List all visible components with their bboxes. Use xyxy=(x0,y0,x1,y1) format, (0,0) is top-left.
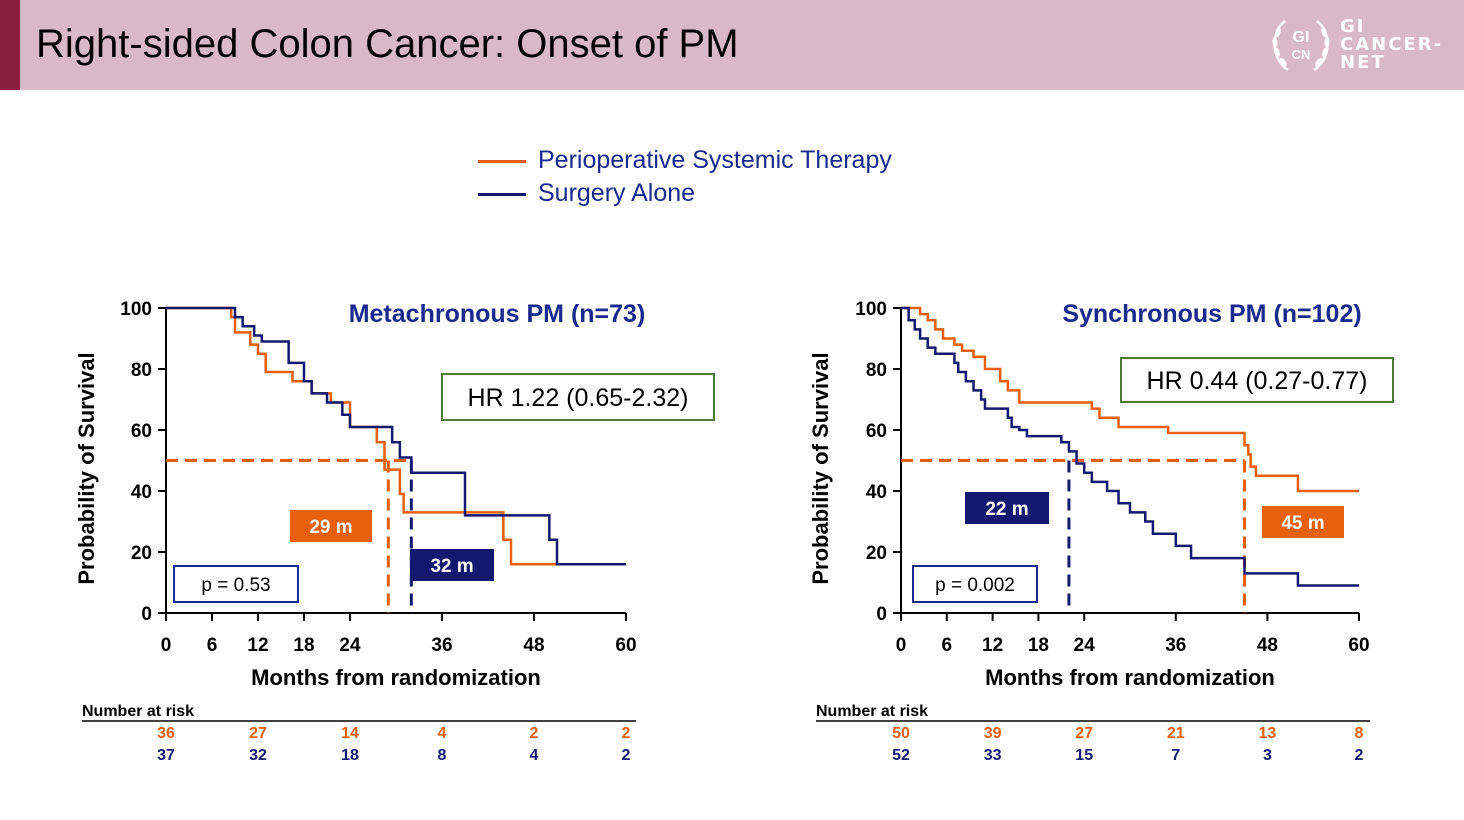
km-curve-surgery xyxy=(166,306,626,566)
chart-legend: Perioperative Systemic Therapy Surgery A… xyxy=(478,144,998,214)
legend-label-surgery: Surgery Alone xyxy=(538,179,696,207)
logo-mark-gi: GI xyxy=(1293,29,1310,46)
number-at-risk-value: 4 xyxy=(530,747,539,764)
number-at-risk-label: Number at risk xyxy=(816,703,928,720)
number-at-risk-value: 3 xyxy=(1263,747,1272,764)
km-chart-synchronous: 0 20 40 60 80 100 0 6 12 18 24 36 48 60 Months from ra… xyxy=(808,299,1394,764)
number-at-risk-value: 8 xyxy=(1355,725,1364,742)
number-at-risk-value: 32 xyxy=(249,747,267,764)
y-tick-label: 100 xyxy=(120,299,152,320)
number-at-risk-value: 36 xyxy=(157,725,175,742)
hazard-ratio-text: HR 1.22 (0.65-2.32) xyxy=(468,384,689,412)
p-value-text: p = 0.53 xyxy=(201,575,270,596)
logo-line-2: CANCER- xyxy=(1340,34,1444,55)
y-tick-label: 80 xyxy=(131,360,152,381)
x-axis-label: Months from randomization xyxy=(985,665,1275,690)
logo-line-1: GI xyxy=(1340,16,1366,37)
number-at-risk-value: 50 xyxy=(892,725,910,742)
km-curve-perioperative xyxy=(901,306,1359,493)
number-at-risk-value: 2 xyxy=(622,747,631,764)
median-label-text: 22 m xyxy=(985,499,1028,520)
hazard-ratio-box xyxy=(1120,357,1394,403)
x-tick-label: 48 xyxy=(523,635,544,656)
slide-title: Right-sided Colon Cancer: Onset of PM xyxy=(36,22,739,66)
p-value-box xyxy=(173,565,299,603)
median-label-box xyxy=(965,492,1049,524)
number-at-risk-value: 37 xyxy=(157,747,175,764)
y-tick-label: 20 xyxy=(131,543,152,564)
x-tick-label: 6 xyxy=(207,635,218,656)
legend-swatch-surgery xyxy=(478,193,526,196)
km-curve-surgery xyxy=(901,306,1359,587)
x-tick-label: 60 xyxy=(1348,635,1369,656)
chart-title: Metachronous PM (n=73) xyxy=(349,300,646,328)
number-at-risk-value: 39 xyxy=(984,725,1002,742)
y-tick-label: 40 xyxy=(131,482,152,503)
laurel-wreath-icon: GI CN xyxy=(1272,20,1330,72)
title-accent-bar xyxy=(0,0,20,90)
logo-mark-cn: CN xyxy=(1292,47,1311,62)
title-bar xyxy=(0,0,1464,90)
hazard-ratio-box xyxy=(441,373,715,421)
x-tick-label: 0 xyxy=(896,635,907,656)
x-tick-label: 18 xyxy=(1028,635,1049,656)
logo-wordmark: GI CANCER- NET xyxy=(1340,18,1443,72)
y-tick-label: 0 xyxy=(141,604,152,625)
number-at-risk-value: 15 xyxy=(1075,747,1093,764)
y-axis-label: Probability of Survival xyxy=(74,352,99,584)
legend-swatch-perioperative xyxy=(478,160,526,163)
number-at-risk-value: 21 xyxy=(1167,725,1185,742)
x-axis-label: Months from randomization xyxy=(251,665,541,690)
number-at-risk-value: 4 xyxy=(438,725,447,742)
legend-label-perioperative: Perioperative Systemic Therapy xyxy=(538,146,892,174)
number-at-risk-value: 2 xyxy=(622,725,631,742)
y-tick-label: 60 xyxy=(131,421,152,442)
number-at-risk-value: 18 xyxy=(341,747,359,764)
y-tick-label: 60 xyxy=(866,421,887,442)
y-axis-label: Probability of Survival xyxy=(808,352,833,584)
x-tick-label: 6 xyxy=(942,635,953,656)
number-at-risk-value: 2 xyxy=(530,725,539,742)
median-label-box xyxy=(1262,506,1344,538)
x-tick-label: 12 xyxy=(982,635,1003,656)
number-at-risk-value: 33 xyxy=(984,747,1002,764)
y-tick-label: 0 xyxy=(876,604,887,625)
y-tick-label: 80 xyxy=(866,360,887,381)
y-tick-label: 40 xyxy=(866,482,887,503)
y-tick-label: 20 xyxy=(866,543,887,564)
hazard-ratio-text: HR 0.44 (0.27-0.77) xyxy=(1147,367,1368,395)
number-at-risk-value: 14 xyxy=(341,725,359,742)
x-tick-label: 60 xyxy=(615,635,636,656)
x-tick-label: 24 xyxy=(339,635,361,656)
number-at-risk-value: 27 xyxy=(1075,725,1093,742)
p-value-text: p = 0.002 xyxy=(935,575,1015,596)
x-tick-label: 36 xyxy=(431,635,452,656)
number-at-risk-label: Number at risk xyxy=(82,703,194,720)
y-tick-label: 100 xyxy=(855,299,887,320)
x-tick-label: 24 xyxy=(1074,635,1096,656)
median-label-text: 29 m xyxy=(309,517,352,538)
km-curve-perioperative xyxy=(166,306,626,566)
number-at-risk-value: 2 xyxy=(1355,747,1364,764)
number-at-risk-value: 13 xyxy=(1259,725,1277,742)
median-label-box xyxy=(290,510,372,542)
number-at-risk-value: 27 xyxy=(249,725,267,742)
x-tick-label: 0 xyxy=(161,635,172,656)
number-at-risk-value: 7 xyxy=(1171,747,1180,764)
logo-line-3: NET xyxy=(1340,52,1386,73)
median-label-text: 45 m xyxy=(1281,513,1324,534)
number-at-risk-value: 8 xyxy=(438,747,447,764)
p-value-box xyxy=(912,565,1038,603)
x-tick-label: 18 xyxy=(293,635,314,656)
median-label-box xyxy=(410,549,494,581)
x-tick-label: 36 xyxy=(1165,635,1186,656)
gicancernet-logo: GI CN GI CANCER- NET xyxy=(1268,12,1458,78)
x-tick-label: 48 xyxy=(1257,635,1278,656)
chart-title: Synchronous PM (n=102) xyxy=(1062,300,1361,328)
median-label-text: 32 m xyxy=(430,556,473,577)
x-tick-label: 12 xyxy=(247,635,268,656)
number-at-risk-value: 52 xyxy=(892,747,910,764)
